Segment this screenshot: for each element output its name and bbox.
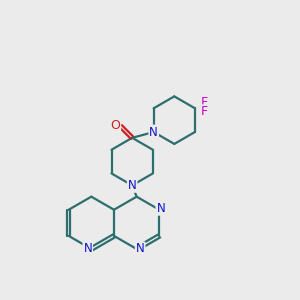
Text: N: N [83,242,92,256]
Text: F: F [201,96,208,109]
Text: F: F [201,105,208,118]
Text: N: N [136,242,145,256]
Text: N: N [156,202,165,215]
Text: N: N [149,125,158,139]
Text: O: O [110,118,120,132]
Text: N: N [128,179,136,192]
